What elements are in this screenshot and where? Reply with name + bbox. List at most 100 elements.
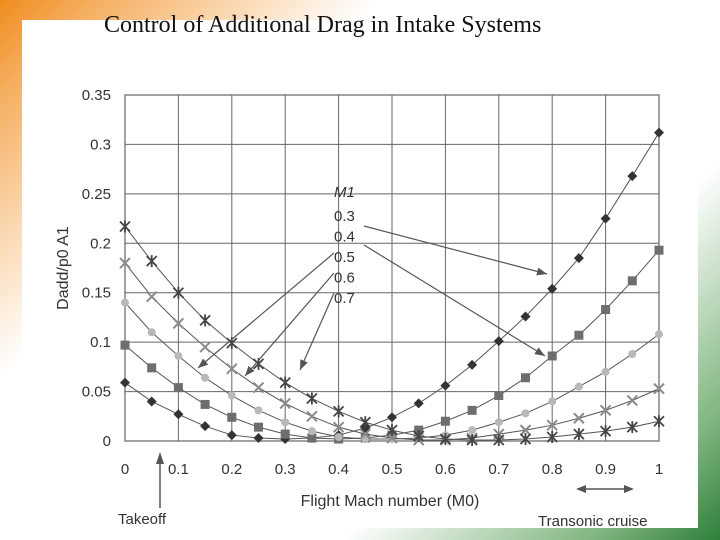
data-point xyxy=(627,276,637,286)
data-point xyxy=(653,382,665,395)
data-point xyxy=(253,433,264,444)
x-tick-label: 0 xyxy=(121,461,129,478)
data-point xyxy=(173,409,184,420)
x-tick-label: 0.1 xyxy=(168,461,189,478)
data-point xyxy=(547,283,558,294)
data-point xyxy=(121,298,129,307)
data-point xyxy=(332,405,345,418)
data-point xyxy=(386,424,398,437)
legend-arrowhead xyxy=(198,358,209,368)
data-point xyxy=(359,428,372,440)
data-point xyxy=(493,434,505,447)
y-tick-label: 0 xyxy=(103,433,111,450)
legend-entry: 0.4 xyxy=(334,229,355,246)
legend-arrowhead xyxy=(534,347,545,356)
data-point xyxy=(226,363,238,375)
data-point xyxy=(147,328,156,337)
data-point xyxy=(307,427,316,436)
data-point xyxy=(254,406,263,415)
transonic-arrowhead-right xyxy=(624,485,634,493)
x-tick-label: 0.8 xyxy=(542,461,563,478)
slide-panel xyxy=(22,20,698,528)
data-point xyxy=(252,381,265,394)
series-layer xyxy=(119,127,665,447)
data-point xyxy=(173,383,183,393)
legend-arrows xyxy=(197,225,548,377)
data-point xyxy=(654,127,664,138)
data-point xyxy=(520,311,531,322)
y-axis-label: Dadd/p0 A1 xyxy=(55,226,72,310)
data-point xyxy=(654,245,664,255)
x-tick-label: 0.6 xyxy=(435,461,456,478)
data-point xyxy=(174,351,183,360)
tick-labels: 0 0.1 0.2 0.3 0.4 0.5 0.6 0.7 0.8 0.9 1 0 0.05 0.1 0.1… xyxy=(82,87,663,478)
data-point xyxy=(413,430,425,443)
data-point xyxy=(599,425,612,438)
data-point xyxy=(120,377,130,388)
data-point xyxy=(200,421,211,432)
data-point xyxy=(546,431,558,444)
data-point xyxy=(627,171,638,182)
data-point xyxy=(307,433,317,443)
data-point xyxy=(573,253,584,264)
data-point xyxy=(574,382,583,391)
data-point xyxy=(494,391,504,401)
y-tick-label: 0.25 xyxy=(82,186,111,203)
data-point xyxy=(601,305,611,315)
takeoff-label: Takeoff xyxy=(118,511,167,528)
data-point xyxy=(145,290,158,303)
legend-arrow xyxy=(363,225,548,275)
data-point xyxy=(493,336,504,347)
data-point xyxy=(573,428,585,441)
y-tick-label: 0.05 xyxy=(82,384,111,401)
legend-entry: 0.7 xyxy=(334,290,355,307)
x-tick-label: 0.3 xyxy=(275,461,296,478)
data-point xyxy=(332,421,345,433)
data-point xyxy=(306,410,318,422)
data-point xyxy=(574,330,584,340)
data-point xyxy=(440,416,450,426)
x-tick-label: 0.2 xyxy=(221,461,242,478)
data-point xyxy=(628,350,637,359)
data-point xyxy=(573,412,585,424)
data-point xyxy=(387,412,397,423)
series-0-7 xyxy=(119,220,665,447)
data-point xyxy=(199,341,211,353)
legend-arrow xyxy=(363,244,546,357)
data-point xyxy=(599,404,612,417)
data-point xyxy=(547,351,557,361)
data-point xyxy=(280,429,290,439)
y-tick-label: 0.2 xyxy=(90,235,111,252)
slide-title: Control of Additional Drag in Intake Sys… xyxy=(104,12,542,38)
x-axis-label: Flight Mach number (M0) xyxy=(301,493,480,510)
x-tick-label: 0.5 xyxy=(382,461,403,478)
data-point xyxy=(359,416,371,429)
legend-entry: 0.6 xyxy=(334,270,355,287)
x-tick-label: 0.4 xyxy=(328,461,349,478)
data-point xyxy=(227,412,237,422)
data-point xyxy=(655,330,663,339)
transonic-arrowhead-left xyxy=(576,485,586,493)
legend-arrowhead xyxy=(536,267,547,276)
x-tick-label: 1 xyxy=(655,461,663,478)
data-point xyxy=(120,340,130,350)
takeoff-arrowhead xyxy=(156,452,164,464)
transonic-annotation: Transonic cruise xyxy=(538,485,647,530)
legend-entry: 0.5 xyxy=(334,249,355,266)
data-point xyxy=(494,418,503,427)
data-point xyxy=(147,363,157,373)
legend: 0.3 0.4 0.5 0.6 0.7 xyxy=(334,208,355,307)
data-point xyxy=(653,415,665,428)
data-point xyxy=(439,433,452,446)
data-point xyxy=(413,398,424,409)
data-point xyxy=(306,392,318,405)
data-point xyxy=(467,405,477,415)
data-point xyxy=(201,373,210,382)
data-point xyxy=(521,409,530,418)
data-point xyxy=(334,433,343,442)
transonic-label: Transonic cruise xyxy=(538,513,647,530)
data-point xyxy=(119,257,131,269)
data-point xyxy=(466,434,478,447)
data-point xyxy=(146,255,158,268)
